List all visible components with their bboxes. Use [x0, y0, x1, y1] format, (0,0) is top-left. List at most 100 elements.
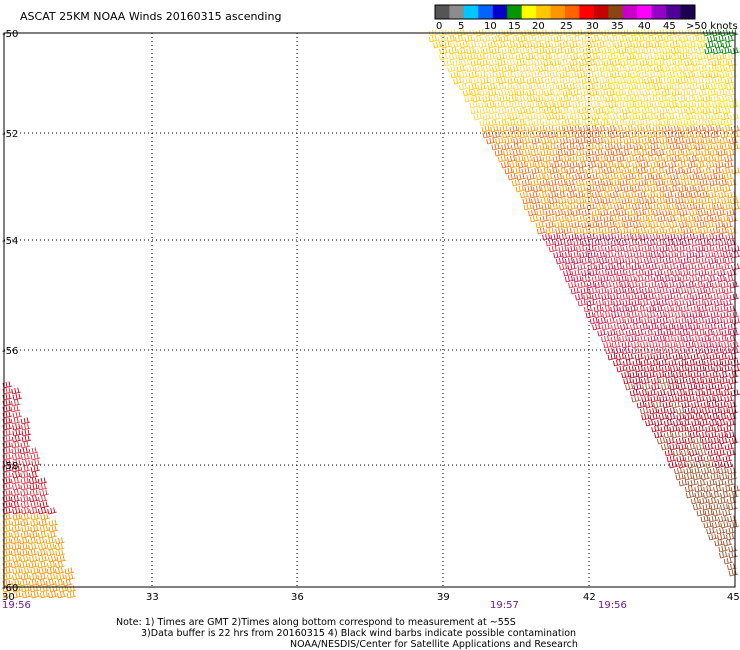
wind-barb: [448, 47, 459, 55]
wind-barb: [504, 83, 515, 91]
wind-barb: [693, 437, 704, 445]
wind-barb: [29, 489, 40, 497]
wind-barb: [40, 513, 50, 521]
wind-barb: [703, 185, 714, 193]
wind-barb: [706, 395, 716, 403]
wind-barb: [677, 347, 687, 355]
wind-barb: [585, 215, 596, 223]
wind-barb: [699, 191, 710, 199]
wind-barb: [582, 47, 593, 55]
wind-barb: [658, 299, 669, 307]
wind-barb: [469, 101, 480, 109]
wind-barb: [648, 281, 659, 289]
wind-barb: [668, 95, 678, 103]
wind-barb: [696, 443, 706, 451]
wind-barb: [529, 101, 539, 109]
wind-barb: [610, 113, 620, 121]
wind-barb: [667, 215, 677, 223]
wind-barb: [663, 431, 674, 439]
wind-barb: [520, 101, 531, 109]
wind-barb: [685, 245, 696, 253]
wind-barb: [683, 311, 693, 319]
wind-barb: [675, 437, 686, 445]
wind-barb: [609, 35, 620, 43]
wind-barb: [601, 323, 612, 331]
wind-barb: [619, 335, 629, 343]
wind-barb: [686, 425, 697, 433]
wind-barb: [689, 275, 699, 283]
wind-barb: [551, 119, 562, 127]
wind-barb: [631, 341, 641, 349]
wind-barb: [589, 155, 599, 163]
wind-barb: [559, 59, 570, 67]
wind-barb: [622, 299, 633, 307]
wind-barb: [618, 275, 629, 283]
wind-barb: [482, 35, 492, 43]
wind-barb: [723, 299, 733, 307]
wind-barb: [19, 537, 29, 545]
wind-barb: [644, 329, 655, 337]
wind-barb: [566, 191, 577, 199]
wind-barb: [685, 101, 696, 109]
wind-barb: [652, 119, 662, 127]
wind-barb: [539, 191, 549, 199]
wind-barb: [724, 161, 735, 169]
wind-barb: [614, 161, 624, 169]
wind-barb: [608, 119, 619, 127]
wind-barb: [498, 119, 509, 127]
wind-barb: [730, 389, 740, 397]
wind-barb: [532, 185, 543, 193]
legend-swatch: [608, 5, 624, 19]
wind-barb: [628, 311, 639, 319]
wind-barb: [674, 227, 685, 235]
wind-barb: [628, 191, 638, 199]
wind-barb: [681, 371, 692, 379]
wind-barb: [696, 221, 707, 229]
wind-barb: [606, 89, 617, 97]
wind-barb: [607, 329, 617, 337]
wind-barb: [540, 71, 551, 79]
wind-barb: [672, 35, 682, 43]
wind-barb: [576, 83, 586, 91]
wind-barb: [721, 47, 732, 55]
wind-barb: [616, 269, 627, 277]
wind-barb: [718, 239, 728, 247]
wind-barb: [715, 161, 726, 169]
wind-barb: [508, 89, 518, 97]
wind-barb: [624, 41, 634, 49]
wind-barb: [689, 431, 700, 439]
wind-barb: [20, 477, 31, 485]
wind-barb: [494, 101, 505, 109]
wind-barb: [585, 245, 596, 253]
wind-barb: [610, 335, 621, 343]
wind-barb: [516, 173, 526, 181]
wind-barb: [728, 95, 738, 103]
wind-barb: [603, 167, 614, 175]
wind-barb: [659, 377, 670, 385]
wind-barb: [659, 245, 669, 253]
wind-barb: [652, 89, 662, 97]
wind-barb: [54, 543, 65, 551]
wind-barb: [678, 443, 689, 451]
wind-barb: [559, 185, 569, 193]
wind-barb: [722, 347, 732, 355]
wind-barb: [604, 203, 614, 211]
wind-barb: [720, 281, 731, 289]
wind-barb: [47, 507, 57, 515]
wind-barb: [630, 197, 641, 205]
wind-barb: [581, 221, 591, 229]
wind-barb: [634, 53, 645, 61]
wind-barb: [696, 461, 706, 469]
wind-barb: [713, 347, 724, 355]
wind-barb: [659, 395, 669, 403]
wind-barb: [516, 89, 527, 97]
wind-barb: [723, 557, 734, 565]
wind-barb: [525, 107, 536, 115]
wind-barb: [646, 167, 657, 175]
wind-barb: [544, 89, 554, 97]
wind-barb: [638, 281, 649, 289]
wind-barb: [650, 161, 661, 169]
wind-barb: [557, 179, 568, 187]
wind-barb: [690, 353, 701, 361]
wind-barb: [656, 149, 666, 157]
